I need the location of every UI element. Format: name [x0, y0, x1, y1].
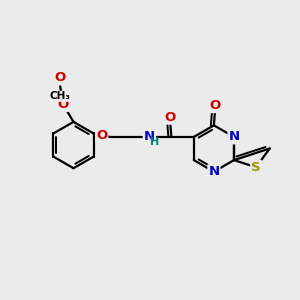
Text: O: O: [164, 111, 176, 124]
Text: O: O: [58, 98, 69, 111]
Text: O: O: [96, 129, 107, 142]
Text: N: N: [228, 130, 239, 143]
Text: N: N: [144, 130, 155, 143]
Text: O: O: [55, 71, 66, 84]
Text: CH₃: CH₃: [50, 91, 70, 101]
Text: N: N: [208, 165, 220, 178]
Text: O: O: [210, 99, 221, 112]
Text: S: S: [251, 161, 261, 174]
Text: H: H: [150, 137, 159, 147]
